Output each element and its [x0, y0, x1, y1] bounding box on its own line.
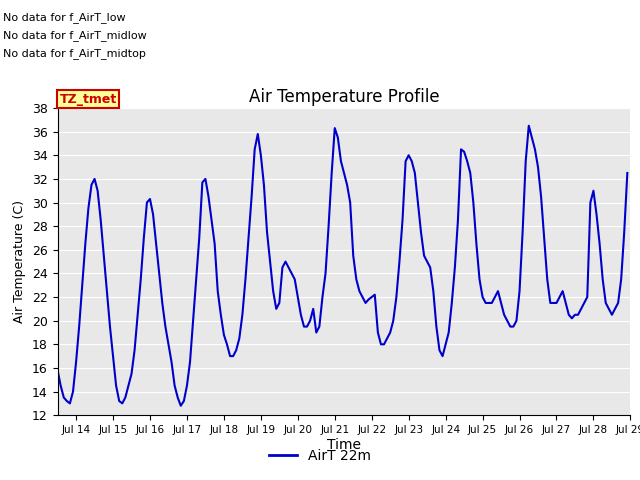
Text: TZ_tmet: TZ_tmet	[60, 93, 116, 106]
Y-axis label: Air Temperature (C): Air Temperature (C)	[13, 200, 26, 323]
X-axis label: Time: Time	[327, 438, 361, 452]
Legend: AirT 22m: AirT 22m	[264, 443, 376, 468]
Text: No data for f_AirT_midlow: No data for f_AirT_midlow	[3, 30, 147, 41]
Text: No data for f_AirT_low: No data for f_AirT_low	[3, 12, 126, 23]
Text: No data for f_AirT_midtop: No data for f_AirT_midtop	[3, 48, 146, 60]
Title: Air Temperature Profile: Air Temperature Profile	[249, 88, 439, 107]
